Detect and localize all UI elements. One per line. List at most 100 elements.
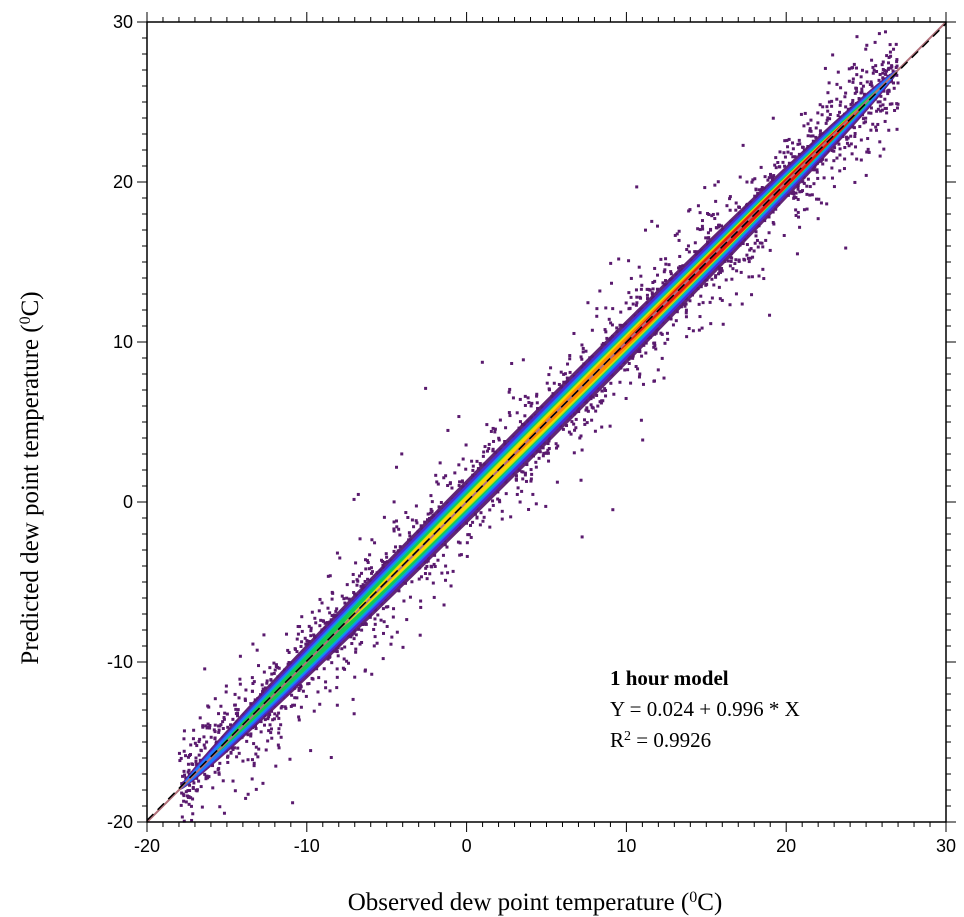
scatter-point	[718, 270, 722, 274]
scatter-point	[869, 128, 873, 132]
scatter-point	[871, 71, 875, 75]
scatter-point	[529, 477, 533, 481]
scatter-point	[304, 642, 308, 646]
scatter-point	[184, 776, 188, 780]
scatter-point	[224, 684, 228, 688]
scatter-point	[771, 116, 775, 120]
scatter-point	[520, 489, 524, 493]
scatter-point	[465, 554, 469, 558]
scatter-point	[869, 111, 873, 115]
scatter-point	[598, 400, 602, 404]
scatter-point	[654, 347, 658, 351]
scatter-point	[665, 331, 669, 335]
scatter-point	[716, 212, 720, 216]
scatter-point	[865, 80, 869, 84]
scatter-point	[335, 703, 339, 707]
scatter-point	[585, 408, 589, 412]
scatter-point	[352, 712, 356, 716]
scatter-point	[574, 426, 578, 430]
scatter-point	[645, 293, 649, 297]
scatter-point	[833, 146, 837, 150]
scatter-point	[815, 197, 819, 201]
scatter-point	[488, 508, 492, 512]
scatter-point	[871, 122, 875, 126]
scatter-point	[395, 630, 399, 634]
scatter-point	[845, 135, 849, 139]
scatter-point	[277, 666, 281, 670]
scatter-point	[624, 301, 628, 305]
scatter-point	[627, 259, 631, 263]
scatter-point	[728, 264, 732, 268]
y-axis-title: Predicted dew point temperature (0C)	[17, 291, 45, 664]
scatter-point	[318, 597, 322, 601]
scatter-point	[653, 266, 657, 270]
scatter-point	[205, 740, 209, 744]
scatter-point	[584, 349, 588, 353]
scatter-point	[796, 142, 800, 146]
scatter-point	[581, 350, 585, 354]
scatter-point	[849, 142, 853, 146]
scatter-point	[181, 774, 185, 778]
scatter-point	[763, 175, 767, 179]
scatter-point	[629, 276, 633, 280]
scatter-point	[314, 621, 318, 625]
scatter-point	[859, 138, 863, 142]
scatter-point	[255, 648, 259, 652]
scatter-point	[852, 126, 856, 130]
scatter-point	[890, 102, 894, 106]
scatter-point	[673, 233, 677, 237]
scatter-point	[249, 732, 253, 736]
axis-layer: -20 -10 0 10 20 30 -20 -10 0 10 20 30	[107, 12, 956, 856]
scatter-point	[521, 358, 525, 362]
scatter-point	[865, 70, 869, 74]
scatter-point	[526, 396, 530, 400]
scatter-point	[651, 287, 655, 291]
scatter-point	[201, 724, 205, 728]
scatter-point	[714, 274, 718, 278]
scatter-point	[370, 538, 374, 542]
scatter-point	[203, 667, 207, 671]
scatter-point	[706, 236, 710, 240]
scatter-point	[180, 815, 184, 819]
scatter-point	[546, 448, 550, 452]
scatter-point	[844, 105, 848, 109]
scatter-point	[187, 802, 191, 806]
y-tick-label: -20	[107, 812, 133, 832]
scatter-point	[207, 775, 211, 779]
scatter-point	[884, 72, 888, 76]
scatter-point	[631, 302, 635, 306]
scatter-point	[895, 127, 899, 131]
scatter-point	[728, 197, 732, 201]
scatter-point	[666, 337, 670, 341]
scatter-point	[583, 418, 587, 422]
scatter-point	[798, 190, 802, 194]
scatter-point	[855, 35, 859, 39]
scatter-point	[335, 650, 339, 654]
scatter-point	[860, 90, 864, 94]
scatter-point	[254, 787, 258, 791]
scatter-point	[307, 624, 311, 628]
scatter-point	[662, 376, 666, 380]
scatter-point	[568, 370, 572, 374]
scatter-point	[514, 474, 518, 478]
scatter-point	[493, 430, 497, 434]
scatter-point	[573, 428, 577, 432]
scatter-point	[835, 82, 839, 86]
scatter-point	[648, 288, 652, 292]
scatter-point	[182, 819, 186, 823]
scatter-point	[850, 152, 854, 156]
scatter-point	[269, 731, 273, 735]
scatter-point	[211, 764, 215, 768]
scatter-point	[491, 447, 495, 451]
scatter-point	[272, 671, 276, 675]
scatter-point	[400, 452, 404, 456]
scatter-point	[481, 519, 485, 523]
scatter-point	[347, 597, 351, 601]
scatter-point	[663, 341, 667, 345]
scatter-point	[772, 174, 776, 178]
scatter-point	[639, 418, 643, 422]
scatter-point	[497, 438, 501, 442]
scatter-point	[199, 749, 203, 753]
scatter-point	[309, 634, 313, 638]
scatter-point	[535, 392, 539, 396]
